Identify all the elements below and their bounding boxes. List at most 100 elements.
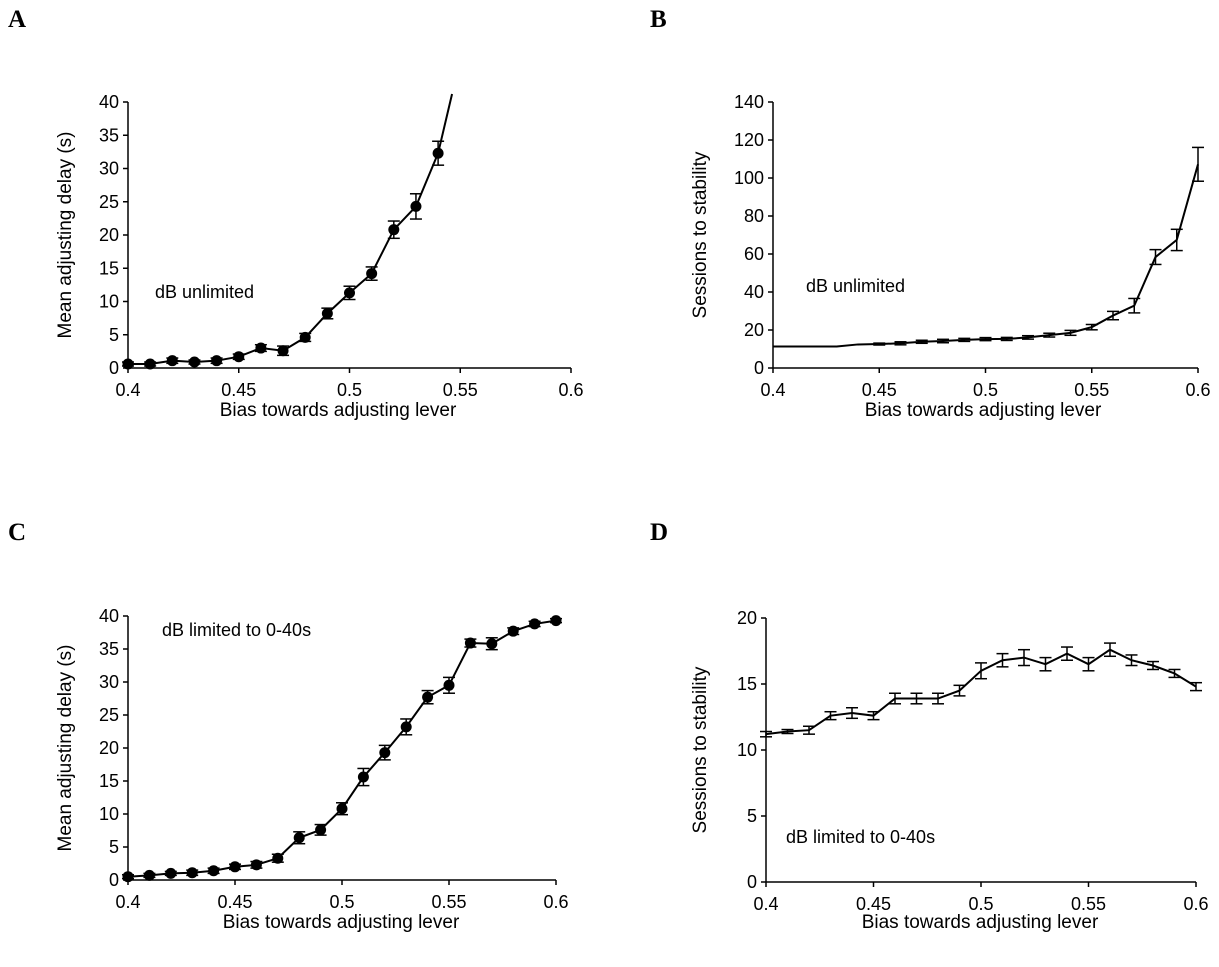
- x-tick-label: 0.55: [443, 380, 478, 400]
- x-tick-label: 0.55: [1074, 380, 1109, 400]
- data-point: [422, 691, 434, 703]
- y-tick-label: 5: [747, 806, 757, 826]
- x-axis-label: Bias towards adjusting lever: [223, 912, 460, 933]
- data-point: [379, 747, 391, 759]
- x-tick-label: 0.6: [543, 892, 568, 912]
- y-tick-label: 40: [744, 282, 764, 302]
- x-tick-label: 0.6: [1185, 380, 1210, 400]
- x-tick-label: 0.5: [968, 894, 993, 914]
- data-point: [122, 871, 134, 883]
- data-point: [315, 824, 327, 836]
- y-tick-label: 10: [99, 804, 119, 824]
- data-point: [357, 771, 369, 783]
- data-point: [366, 268, 378, 280]
- x-tick-label: 0.5: [329, 892, 354, 912]
- data-point: [272, 852, 284, 864]
- y-tick-label: 60: [744, 244, 764, 264]
- data-point: [211, 355, 223, 367]
- annotation: dB unlimited: [155, 282, 254, 302]
- data-point: [229, 861, 241, 873]
- data-point: [250, 859, 262, 871]
- x-tick-label: 0.6: [1183, 894, 1208, 914]
- panel-label: D: [650, 519, 668, 546]
- data-point: [443, 679, 455, 691]
- y-tick-label: 15: [99, 258, 119, 278]
- y-tick-label: 0: [747, 872, 757, 892]
- x-axis-label: Bias towards adjusting lever: [220, 400, 457, 421]
- x-tick-label: 0.6: [558, 380, 583, 400]
- y-tick-label: 30: [99, 672, 119, 692]
- data-point: [143, 869, 155, 881]
- x-tick-label: 0.4: [760, 380, 785, 400]
- y-tick-label: 40: [99, 92, 119, 112]
- x-tick-label: 0.5: [973, 380, 998, 400]
- y-tick-label: 80: [744, 206, 764, 226]
- data-point: [321, 307, 333, 319]
- x-tick-label: 0.4: [753, 894, 778, 914]
- y-tick-label: 5: [109, 837, 119, 857]
- panel-a: A 0 5 10 15 20 25 30 35 40 0.4 0.45 0.5 0.55 0.6 Bias t…: [8, 6, 584, 421]
- y-tick-label: 5: [109, 325, 119, 345]
- series-line: [765, 648, 1197, 736]
- x-tick-label: 0.55: [431, 892, 466, 912]
- x-tick-label: 0.45: [856, 894, 891, 914]
- y-tick-label: 0: [109, 358, 119, 378]
- x-tick-label: 0.5: [337, 380, 362, 400]
- data-point: [299, 331, 311, 343]
- y-tick-label: 0: [754, 358, 764, 378]
- data-point: [165, 867, 177, 879]
- data-point: [233, 351, 245, 363]
- data-point: [293, 832, 305, 844]
- x-axis-label: Bias towards adjusting lever: [865, 400, 1102, 421]
- panel-b: B 0 20 40 60 80 100 120 140 0.4 0.45 0.5 0.55 0.6 Bias…: [650, 6, 1211, 421]
- x-tick-label: 0.55: [1071, 894, 1106, 914]
- data-point: [529, 618, 541, 630]
- annotation: dB limited to 0-40s: [786, 827, 935, 847]
- y-tick-label: 100: [734, 168, 764, 188]
- panel-label: B: [650, 6, 667, 33]
- data-point: [188, 356, 200, 368]
- y-tick-label: 40: [99, 606, 119, 626]
- data-point: [277, 345, 289, 357]
- x-tick-label: 0.45: [862, 380, 897, 400]
- panel-c: C 0 5 10 15 20 25 30 35 40 0.4 0.45 0.5 0.55 0.6 Bias t…: [8, 519, 569, 933]
- data-point: [122, 358, 134, 370]
- y-tick-label: 20: [99, 738, 119, 758]
- data-point: [388, 224, 400, 236]
- x-axis-label: Bias towards adjusting lever: [862, 912, 1099, 933]
- y-tick-label: 15: [737, 674, 757, 694]
- data-point: [144, 358, 156, 370]
- y-tick-label: 30: [99, 159, 119, 179]
- series-line: [127, 619, 557, 878]
- x-tick-label: 0.45: [217, 892, 252, 912]
- data-point: [410, 200, 422, 212]
- y-tick-label: 140: [734, 92, 764, 112]
- x-tick-label: 0.45: [221, 380, 256, 400]
- y-tick-label: 20: [744, 320, 764, 340]
- panel-label: C: [8, 519, 26, 546]
- annotation: dB unlimited: [806, 276, 905, 296]
- y-tick-label: 10: [99, 292, 119, 312]
- data-point: [486, 638, 498, 650]
- y-tick-label: 20: [737, 608, 757, 628]
- data-point: [336, 803, 348, 815]
- annotation: dB limited to 0-40s: [162, 620, 311, 640]
- y-tick-label: 0: [109, 870, 119, 890]
- y-tick-label: 20: [99, 225, 119, 245]
- data-point: [400, 721, 412, 733]
- y-axis-label: Sessions to stability: [690, 666, 711, 833]
- data-point: [550, 615, 562, 627]
- data-point: [344, 287, 355, 299]
- data-point: [464, 637, 476, 649]
- y-axis-label: Sessions to stability: [690, 151, 711, 318]
- panel-d: D 0 5 10 15 20 0.4 0.45 0.5 0.55 0.6 Bias towards a…: [650, 519, 1209, 933]
- y-tick-label: 10: [737, 740, 757, 760]
- y-tick-label: 35: [99, 125, 119, 145]
- data-point: [208, 865, 220, 877]
- series-line: [128, 93, 454, 366]
- data-point: [432, 147, 444, 159]
- data-point: [255, 342, 267, 354]
- y-axis-label: Mean adjusting delay (s): [55, 132, 76, 339]
- data-point: [186, 867, 198, 879]
